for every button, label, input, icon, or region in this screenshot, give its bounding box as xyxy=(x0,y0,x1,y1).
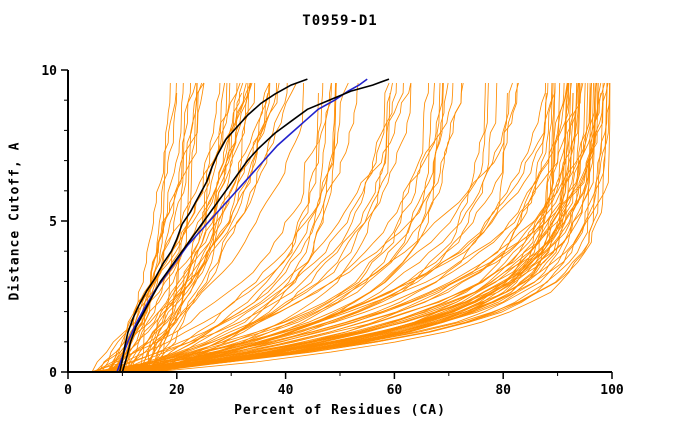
ensemble-curve xyxy=(94,82,441,373)
ensemble-curve xyxy=(121,82,404,373)
ensemble-curve xyxy=(149,82,231,373)
ensemble-curve xyxy=(123,82,554,373)
ensemble-curve xyxy=(113,82,606,373)
ensemble-curve xyxy=(129,82,280,373)
ensemble-curve xyxy=(100,82,203,373)
y-tick-label: 0 xyxy=(49,366,57,381)
x-tick-label: 80 xyxy=(495,383,511,398)
x-tick-label: 0 xyxy=(64,383,72,398)
x-tick-label: 20 xyxy=(169,383,185,398)
ensemble-curve xyxy=(157,82,198,373)
ensemble-curve xyxy=(136,82,454,373)
ensemble-curve xyxy=(134,82,390,373)
ensemble-curve xyxy=(141,82,238,373)
ensemble-curve xyxy=(105,82,177,373)
ensemble-curve xyxy=(127,82,221,373)
y-tick-label: 5 xyxy=(49,215,57,230)
ensemble-curve xyxy=(127,82,579,373)
ensemble-curve xyxy=(121,82,519,373)
ensemble-curve xyxy=(99,82,397,373)
ensemble-curve xyxy=(123,82,171,373)
ensemble-curve xyxy=(153,82,608,373)
ensemble-curve xyxy=(110,82,197,373)
ensemble-curve xyxy=(136,82,429,373)
ensemble-curve xyxy=(120,82,336,373)
x-tick-label: 100 xyxy=(600,383,624,398)
ensemble-curve xyxy=(122,82,604,373)
highlighted-model-black-2 xyxy=(121,78,390,373)
ensemble-curve xyxy=(90,82,332,373)
ensemble-curve xyxy=(96,82,498,373)
highlighted-model-blue-1 xyxy=(116,78,368,373)
ensemble-curve xyxy=(130,82,578,373)
ensemble-curve xyxy=(104,82,592,373)
ensemble-curve xyxy=(143,82,597,373)
ensemble-curve xyxy=(145,82,489,373)
highlighted-model-black-1 xyxy=(118,78,308,373)
x-tick-label: 60 xyxy=(387,383,403,398)
y-tick-label: 10 xyxy=(41,64,57,79)
ensemble-curve xyxy=(134,82,561,373)
ensemble-curve xyxy=(117,82,464,373)
chart-title: T0959-D1 xyxy=(302,13,378,29)
ensemble-curve xyxy=(145,82,349,373)
ensemble-curve xyxy=(98,82,599,373)
ensemble-curve xyxy=(114,82,556,373)
ensemble-curve xyxy=(116,82,602,373)
ensemble-curve xyxy=(116,82,252,373)
ensemble-curve xyxy=(114,83,611,373)
ensemble-curve xyxy=(110,82,205,373)
ensemble-curve xyxy=(135,82,463,373)
ensemble-curve xyxy=(91,82,252,373)
ensemble-curve xyxy=(140,82,198,373)
ensemble-curve xyxy=(125,82,609,373)
ensemble-curve xyxy=(124,82,288,373)
ensemble-curve xyxy=(103,92,604,373)
ensemble-curve xyxy=(129,92,547,373)
ensemble-curve xyxy=(90,82,547,373)
ensemble-curve xyxy=(128,82,443,373)
ensemble-curve xyxy=(121,82,486,373)
ensemble-curve xyxy=(97,82,611,373)
ensemble-curve xyxy=(94,82,271,373)
curves-layer xyxy=(90,78,611,373)
x-axis-label: Percent of Residues (CA) xyxy=(234,403,446,418)
ensemble-curve xyxy=(118,82,435,373)
ensemble-curve xyxy=(125,92,269,373)
ensemble-curve xyxy=(94,82,324,373)
ensemble-curve xyxy=(101,82,565,373)
ensemble-curve xyxy=(94,82,305,373)
ensemble-curve xyxy=(139,92,178,373)
ensemble-curve xyxy=(110,82,518,373)
ensemble-curve xyxy=(148,82,337,373)
ensemble-curve xyxy=(107,82,270,373)
ensemble-curve xyxy=(138,82,270,373)
ensemble-curve xyxy=(117,82,412,373)
ensemble-curve xyxy=(115,82,184,373)
ensemble-curve xyxy=(139,82,582,373)
ensemble-curve xyxy=(113,82,449,373)
ensemble-curve xyxy=(144,82,251,373)
ensemble-curve xyxy=(102,82,332,373)
x-tick-label: 40 xyxy=(278,383,294,398)
ensemble-curve xyxy=(119,82,581,373)
ensemble-curve xyxy=(92,82,569,373)
